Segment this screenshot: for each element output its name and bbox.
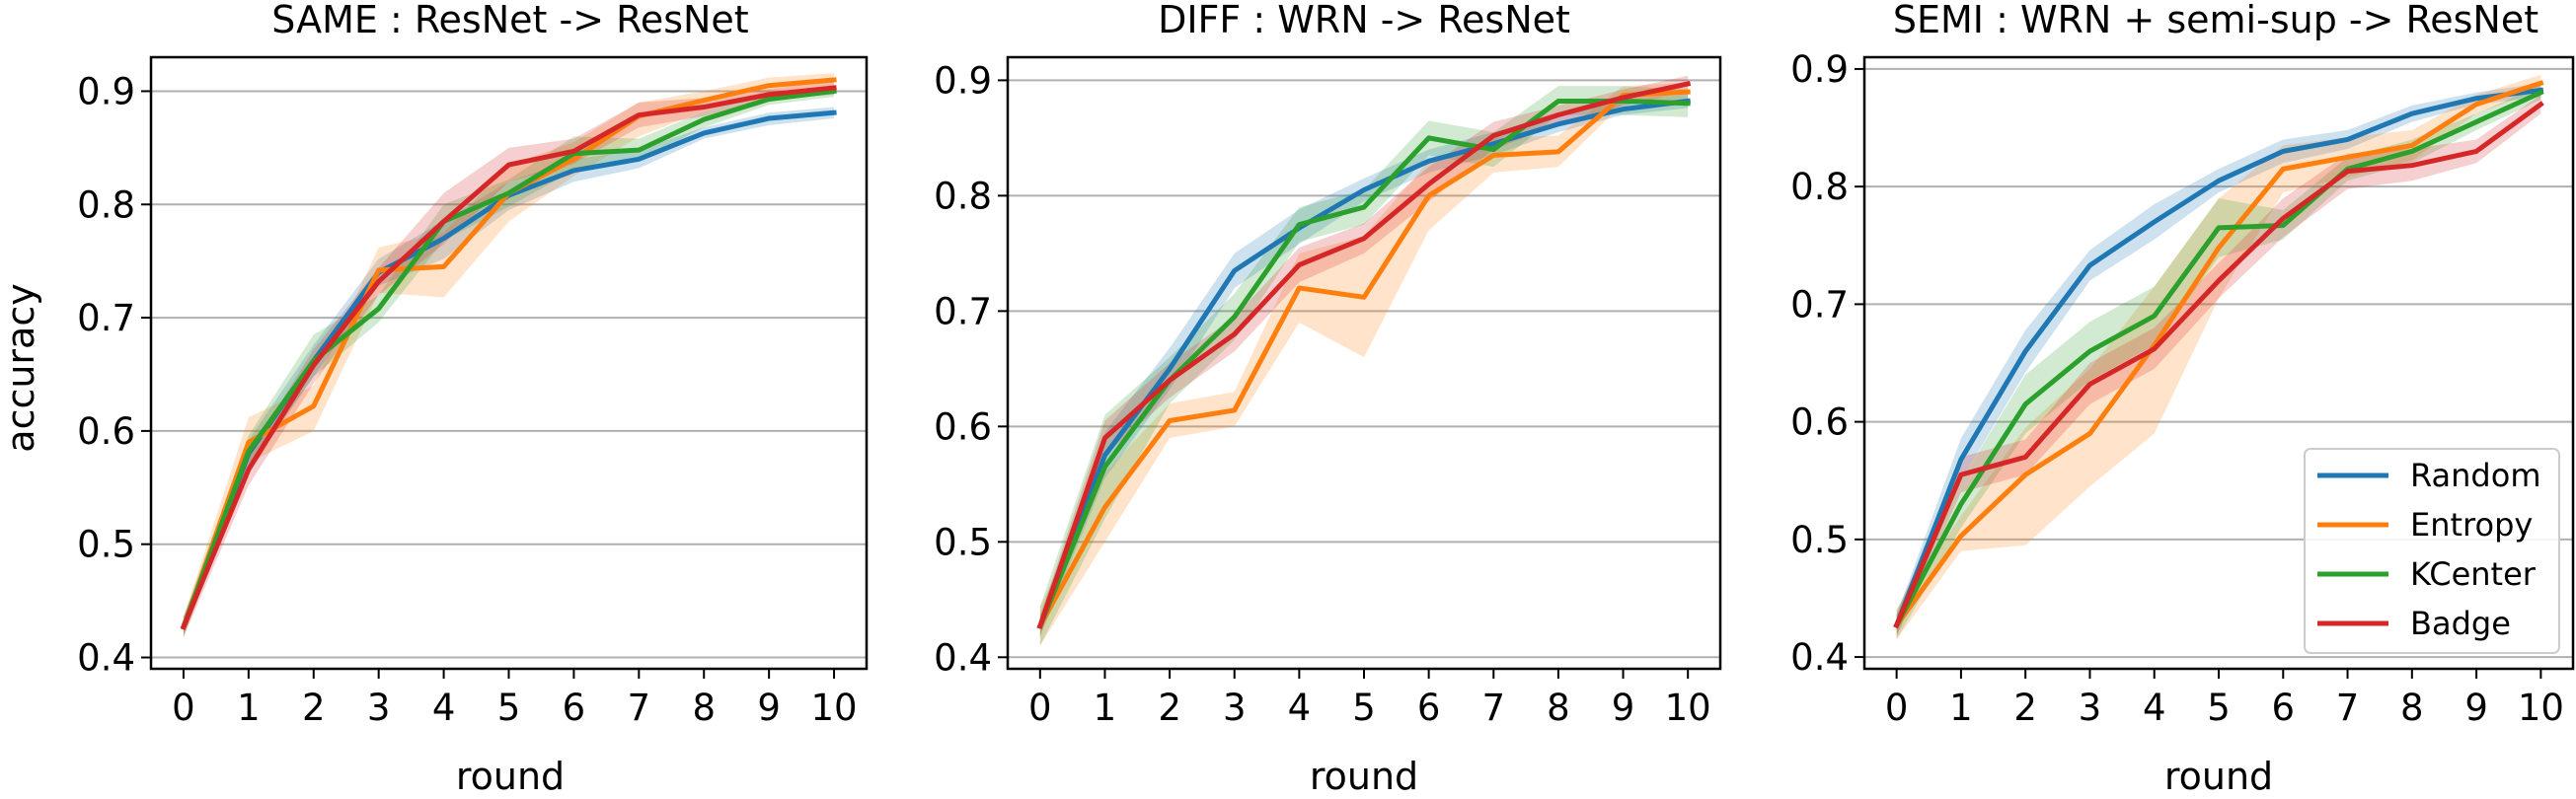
x-tick-label: 6 (1417, 687, 1441, 729)
y-tick-label: 0.5 (934, 521, 992, 563)
legend-label-random: Random (2410, 457, 2540, 494)
series-line-entropy (1036, 89, 1691, 630)
axes-frame (1862, 55, 2575, 671)
x-tick-label: 0 (172, 687, 195, 729)
y-tick-label: 0.7 (1790, 283, 1849, 326)
band-random (183, 107, 835, 635)
x-tick-label: 4 (2143, 687, 2166, 729)
series-line-badge (1893, 101, 2544, 629)
x-tick-label: 0 (1885, 687, 1909, 729)
x-tick-label: 7 (1481, 687, 1505, 729)
x-tick-label: 2 (1158, 687, 1181, 729)
y-axis-label: accuracy (0, 283, 42, 452)
y-tick-label: 0.7 (934, 290, 992, 332)
x-tick-label: 9 (1612, 687, 1635, 729)
x-tick-label: 8 (1547, 687, 1570, 729)
y-tick-label: 0.6 (1790, 401, 1849, 444)
panel-diff-plot: 0.4 0.5 0.6 0.7 0.8 0.9 0 1 2 3 4 5 6 7 8 9 10 (934, 55, 1722, 729)
x-tick-label: 0 (1028, 687, 1052, 729)
band-entropy (183, 73, 835, 637)
series-line-kcenter (180, 88, 837, 630)
panel-same: SAME : ResNet -> ResNet accuracy round 0… (0, 0, 869, 798)
x-tick-label: 8 (2400, 687, 2424, 729)
x-tick-label: 4 (432, 687, 456, 729)
y-tick-label: 0.8 (77, 183, 135, 226)
series-line-entropy (1893, 80, 2544, 629)
legend-entry-kcenter: KCenter (2317, 555, 2537, 593)
panel-diff-x-axis-label: round (1310, 755, 1418, 798)
x-tick-label: 5 (1352, 687, 1376, 729)
series-line-kcenter (1036, 98, 1691, 629)
legend-label-badge: Badge (2410, 605, 2511, 642)
band-entropy (1896, 74, 2541, 640)
series-line-badge (180, 85, 837, 630)
series-line-kcenter (1893, 89, 2544, 629)
x-tick-label: 6 (563, 687, 586, 729)
x-tick-label: 3 (1223, 687, 1247, 729)
panel-same-x-axis-label: round (456, 755, 565, 798)
y-tick-label: 0.7 (77, 297, 135, 339)
y-tick-label: 0.9 (77, 70, 135, 112)
y-tick-label: 0.5 (1790, 519, 1849, 561)
x-tick-label: 10 (810, 687, 857, 729)
panel-semi-title: SEMI : WRN + semi-sup -> ResNet (1893, 0, 2538, 41)
panel-same-plot: 0.4 0.5 0.6 0.7 0.8 0.9 0 1 2 3 4 5 6 7 8 9 10 (77, 55, 869, 729)
legend-entry-badge: Badge (2317, 605, 2511, 642)
x-tick-label: 2 (2013, 687, 2037, 729)
panel-same-title: SAME : ResNet -> ResNet (271, 0, 748, 41)
x-tick-label: 7 (628, 687, 651, 729)
legend: Random Entropy KCenter Badge (2304, 448, 2560, 654)
y-tick-label: 0.4 (934, 636, 992, 679)
y-tick-label: 0.8 (1790, 166, 1849, 208)
y-tick-label: 0.4 (1790, 636, 1849, 679)
x-tick-label: 1 (1094, 687, 1117, 729)
x-tick-label: 9 (757, 687, 781, 729)
x-tick-label: 4 (1288, 687, 1312, 729)
y-tick-label: 0.5 (77, 524, 135, 566)
axes-frame (1006, 55, 1722, 671)
y-tick-label: 0.6 (934, 405, 992, 448)
legend-entry-entropy: Entropy (2317, 506, 2533, 544)
x-tick-label: 6 (2271, 687, 2295, 729)
y-tick-label: 0.9 (934, 59, 992, 102)
x-tick-label: 7 (2336, 687, 2360, 729)
panel-diff: DIFF : WRN -> ResNet round 0.40.50.60.70… (934, 0, 1722, 798)
axes-frame (149, 55, 869, 671)
legend-label-entropy: Entropy (2410, 506, 2533, 544)
x-tick-label: 3 (367, 687, 391, 729)
x-tick-label: 1 (237, 687, 261, 729)
x-tick-label: 1 (1949, 687, 1973, 729)
panel-diff-title: DIFF : WRN -> ResNet (1158, 0, 1570, 41)
y-tick-label: 0.9 (1790, 48, 1849, 91)
y-tick-label: 0.4 (77, 637, 135, 680)
series-line-badge (1036, 80, 1692, 629)
legend-frame (2304, 448, 2560, 654)
x-tick-label: 10 (2518, 687, 2564, 729)
legend-label-kcenter: KCenter (2410, 555, 2537, 593)
x-tick-label: 9 (2464, 687, 2488, 729)
band-random (1896, 83, 2541, 636)
x-tick-label: 3 (2079, 687, 2102, 729)
y-tick-label: 0.6 (77, 410, 135, 453)
y-tick-label: 0.8 (934, 175, 992, 217)
x-tick-label: 5 (497, 687, 521, 729)
legend-entry-random: Random (2317, 457, 2540, 494)
panel-semi-x-axis-label: round (2164, 755, 2273, 798)
x-tick-label: 10 (1665, 687, 1711, 729)
x-tick-label: 8 (692, 687, 716, 729)
series-line-random (1893, 87, 2544, 629)
x-tick-label: 2 (302, 687, 326, 729)
x-tick-label: 5 (2207, 687, 2231, 729)
